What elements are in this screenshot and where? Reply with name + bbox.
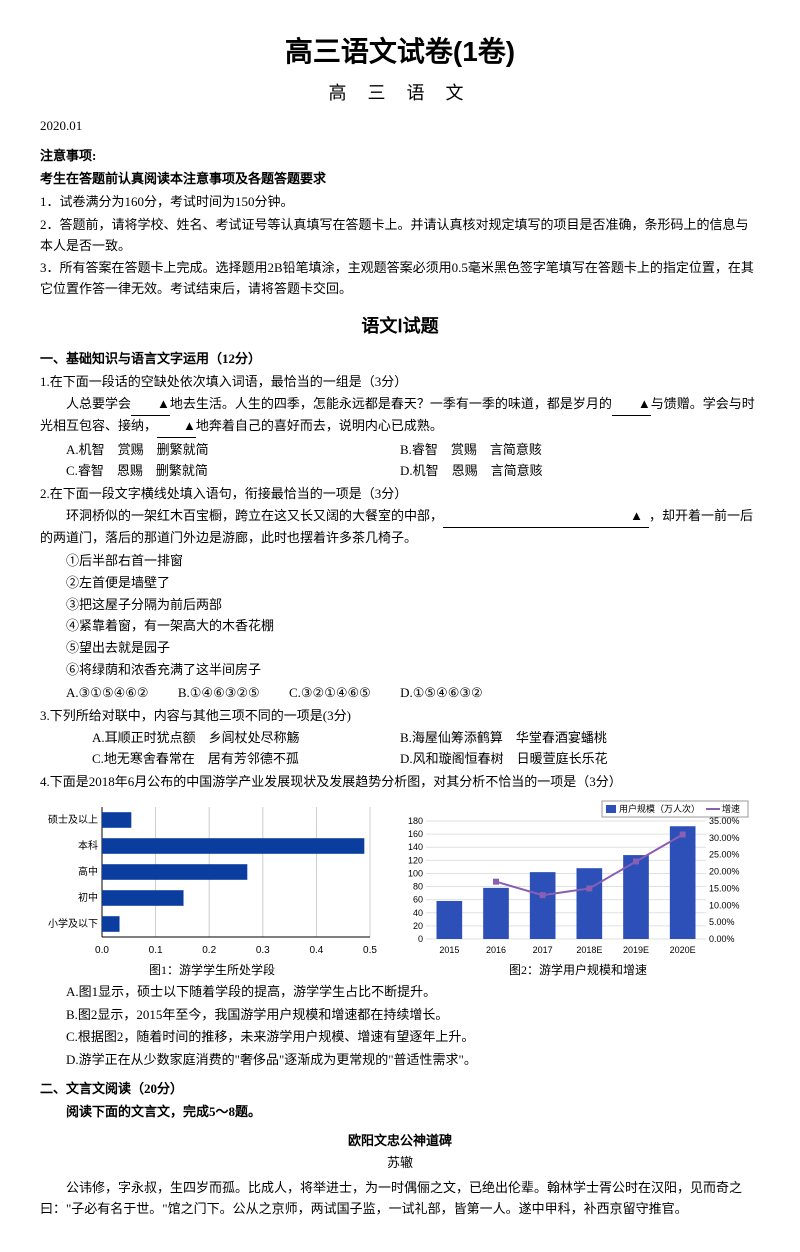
blank-marker: ▲ (612, 394, 651, 416)
notice-line: 2．答题前，请将学校、姓名、考试证号等认真填写在答题卡上。并请认真核对规定填写的… (40, 215, 760, 257)
svg-text:80: 80 (413, 881, 423, 891)
svg-text:140: 140 (408, 842, 423, 852)
q2-i2: ②左首便是墙壁了 (40, 573, 760, 594)
blank-marker: ▲ (443, 506, 649, 528)
q2-i6: ⑥将绿荫和浓香充满了这半间房子 (40, 660, 760, 681)
svg-text:2016: 2016 (486, 945, 506, 955)
svg-text:硕士及以上: 硕士及以上 (48, 813, 98, 826)
essay-author: 苏辙 (40, 1153, 760, 1174)
svg-text:2017: 2017 (533, 945, 553, 955)
svg-text:10.00%: 10.00% (709, 900, 740, 910)
svg-text:0.2: 0.2 (202, 945, 216, 956)
svg-text:0.5: 0.5 (363, 945, 377, 956)
q2-optA: A.③①⑤④⑥② (66, 685, 149, 700)
q2-optD: D.①⑤④⑥③② (400, 685, 483, 700)
q4-optD: D.游学正在从少数家庭消费的"奢侈品"逐渐成为更常规的"普适性需求"。 (40, 1050, 760, 1071)
svg-text:40: 40 (413, 907, 423, 917)
q1-optC: C.睿智 恩赐 删繁就简 (66, 463, 208, 478)
svg-text:0: 0 (418, 934, 423, 944)
q2-options: A.③①⑤④⑥② B.①④⑥③②⑤ C.③②①④⑥⑤ D.①⑤④⑥③② (40, 683, 760, 704)
svg-text:用户规模（万人次）: 用户规模（万人次） (619, 803, 700, 814)
date-label: 2020.01 (40, 116, 760, 137)
q2-i3: ③把这屋子分隔为前后两部 (40, 595, 760, 616)
blank-marker: ▲ (131, 394, 170, 416)
svg-text:0.4: 0.4 (309, 945, 323, 956)
q1-optB: B.睿智 赏赐 言简意赅 (400, 442, 542, 457)
q2-stem: 2.在下面一段文字横线处填入语句，衔接最恰当的一项是（3分） (40, 484, 760, 505)
svg-text:100: 100 (408, 868, 423, 878)
svg-text:180: 180 (408, 816, 423, 826)
notice-line: 3．所有答案在答题卡上完成。选择题用2B铅笔填涂，主观题答案必须用0.5毫米黑色… (40, 258, 760, 300)
svg-text:160: 160 (408, 829, 423, 839)
q1-optA: A.机智 赏赐 删繁就简 (66, 442, 209, 457)
svg-text:2018E: 2018E (576, 945, 602, 955)
q2-text: 环洞桥似的一架红木百宝橱，跨立在这又长又阔的大餐室的中部， (66, 508, 443, 523)
svg-text:2015: 2015 (439, 945, 459, 955)
svg-text:20.00%: 20.00% (709, 866, 740, 876)
svg-text:0.3: 0.3 (256, 945, 270, 956)
q1-text: 地去生活。人生的四季，怎能永远都是春天？一季有一季的味道，都是岁月的 (170, 396, 612, 411)
q3-options: A.耳顺正时犹点额 乡闾杖处尽称觞 B.海屋仙筹添鹤算 华堂春酒宴蟠桃 C.地无… (40, 728, 760, 770)
q2-passage: 环洞桥似的一架红木百宝橱，跨立在这又长又阔的大餐室的中部，▲，却开着一前一后的两… (40, 506, 760, 549)
q3-optC: C.地无寒舍春常在 居有芳邻德不孤 (92, 751, 299, 766)
part2-instr: 阅读下面的文言文，完成5～8题。 (40, 1102, 760, 1123)
part2-title: 二、文言文阅读（20分） (40, 1079, 760, 1100)
q3-optB: B.海屋仙筹添鹤算 华堂春酒宴蟠桃 (400, 730, 607, 745)
svg-text:60: 60 (413, 894, 423, 904)
q2-subitems: ①后半部右首一排窗 ②左首便是墙壁了 ③把这屋子分隔为前后两部 ④紧靠着窗，有一… (40, 551, 760, 681)
q3-stem: 3.下列所给对联中，内容与其他三项不同的一项是(3分) (40, 706, 760, 727)
svg-text:30.00%: 30.00% (709, 833, 740, 843)
svg-text:0.00%: 0.00% (709, 934, 735, 944)
q2-i5: ⑤望出去就是园子 (40, 638, 760, 659)
notice-line: 考生在答题前认真阅读本注意事项及各题答题要求 (40, 169, 760, 190)
svg-text:25.00%: 25.00% (709, 849, 740, 859)
q4-optA: A.图1显示，硕士以下随着学段的提高，游学学生占比不断提升。 (40, 982, 760, 1003)
q2-i1: ①后半部右首一排窗 (40, 551, 760, 572)
notice-line: 1．试卷满分为160分，考试时间为150分钟。 (40, 192, 760, 213)
q3-optA: A.耳顺正时犹点额 乡闾杖处尽称觞 (92, 730, 300, 745)
svg-text:高中: 高中 (78, 865, 98, 878)
svg-text:2019E: 2019E (623, 945, 649, 955)
notice-block: 注意事项: 考生在答题前认真阅读本注意事项及各题答题要求 1．试卷满分为160分… (40, 146, 760, 300)
svg-text:2020E: 2020E (670, 945, 696, 955)
exam-subtitle: 高 三 语 文 (40, 79, 760, 108)
q2-optB: B.①④⑥③②⑤ (178, 685, 260, 700)
notice-heading: 注意事项: (40, 146, 760, 167)
svg-text:20: 20 (413, 921, 423, 931)
charts-row: 0.0 0.1 0.2 0.3 0.4 0.5 硕士及以上本科高中初中小学及以下 0 20 40… (40, 799, 760, 959)
essay-para1: 公讳修，字永叔，生四岁而孤。比成人，将举进士，为一时偶俪之文，已绝出伦辈。翰林学… (40, 1178, 760, 1220)
svg-text:增速: 增速 (722, 803, 740, 814)
svg-text:本科: 本科 (78, 839, 98, 852)
q1-optD: D.机智 恩赐 言简意赅 (400, 463, 543, 478)
chart2-barline: 0 20 40 60 80 100 120 140 160 180 0.00% 5.00% 10.00%… (392, 799, 752, 959)
svg-text:0.0: 0.0 (95, 945, 109, 956)
svg-text:0.1: 0.1 (149, 945, 163, 956)
blank-marker: ▲ (157, 416, 196, 438)
svg-text:小学及以下: 小学及以下 (48, 917, 98, 930)
part1-title: 一、基础知识与语言文字运用（12分） (40, 349, 760, 370)
q1-passage: 人总要学会▲地去生活。人生的四季，怎能永远都是春天？一季有一季的味道，都是岁月的… (40, 394, 760, 438)
svg-text:120: 120 (408, 855, 423, 865)
svg-text:15.00%: 15.00% (709, 883, 740, 893)
svg-text:5.00%: 5.00% (709, 917, 735, 927)
q2-i4: ④紧靠着窗，有一架高大的木香花棚 (40, 616, 760, 637)
chart1-title: 图1：游学学生所处学段 (40, 961, 384, 980)
section-1-header: 语文Ⅰ试题 (40, 312, 760, 341)
svg-text:初中: 初中 (78, 891, 98, 904)
q2-optC: C.③②①④⑥⑤ (289, 685, 371, 700)
exam-title: 高三语文试卷(1卷) (40, 30, 760, 75)
q3-optD: D.风和璇阁恒春树 日暖萱庭长乐花 (400, 751, 608, 766)
caption-row: 图1：游学学生所处学段 图2：游学用户规模和增速 (40, 961, 760, 980)
q1-stem: 1.在下面一段话的空缺处依次填入词语，最恰当的一组是（3分） (40, 372, 760, 393)
essay-title: 欧阳文忠公神道碑 (40, 1131, 760, 1152)
q4-optC: C.根据图2，随着时间的推移，未来游学用户规模、增速有望逐年上升。 (40, 1027, 760, 1048)
chart1-bar: 0.0 0.1 0.2 0.3 0.4 0.5 硕士及以上本科高中初中小学及以下 (40, 799, 380, 959)
q1-text: 地奔着自己的喜好而去，说明内心已成熟。 (196, 418, 443, 433)
q1-text: 人总要学会 (66, 396, 131, 411)
q4-stem: 4.下面是2018年6月公布的中国游学产业发展现状及发展趋势分析图，对其分析不恰… (40, 772, 760, 793)
q1-options: A.机智 赏赐 删繁就简 B.睿智 赏赐 言简意赅 C.睿智 恩赐 删繁就简 D… (40, 440, 760, 482)
q4-optB: B.图2显示，2015年至今，我国游学用户规模和增速都在持续增长。 (40, 1005, 760, 1026)
chart2-title: 图2：游学用户规模和增速 (396, 961, 760, 980)
